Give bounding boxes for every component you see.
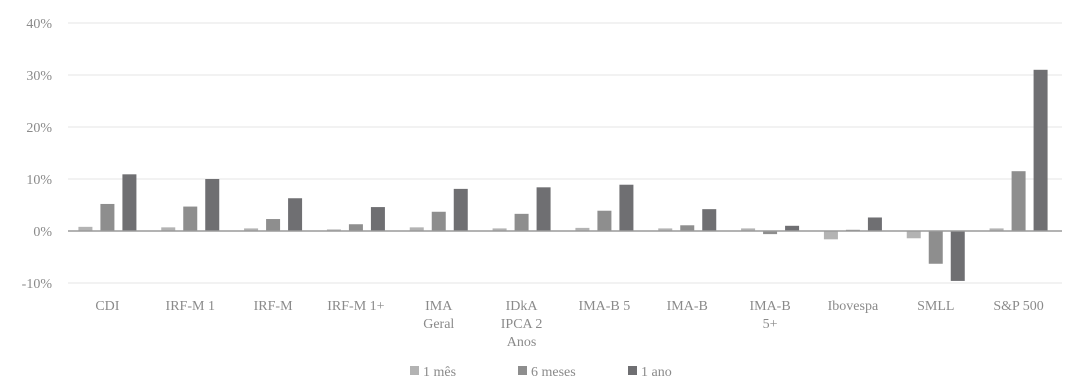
bar — [1011, 171, 1026, 231]
bar — [763, 231, 778, 235]
bar — [205, 179, 220, 231]
x-category-label-line: IRF-M 1+ — [327, 299, 384, 314]
x-category-label-line: SMLL — [917, 299, 954, 314]
bar — [326, 229, 341, 231]
x-category-label-line: IMA-B — [667, 299, 708, 314]
bar — [785, 225, 800, 231]
bar — [906, 231, 921, 239]
bar — [492, 228, 507, 231]
x-category-label: IMA-B 5 — [579, 299, 631, 314]
x-category-label: IDkA IPCA 2 Anos — [501, 299, 543, 350]
x-category-label-line: S&P 500 — [993, 299, 1043, 314]
x-category-label: IRF-M — [254, 299, 293, 314]
bar — [702, 209, 717, 231]
legend-swatch — [410, 366, 419, 375]
bar — [741, 228, 756, 231]
x-category-label: Ibovespa — [828, 299, 879, 314]
x-category-label-line: IRF-M 1 — [166, 299, 215, 314]
bar — [823, 231, 838, 240]
x-category-label: IRF-M 1 — [166, 299, 215, 314]
x-category-label: IRF-M 1+ — [327, 299, 384, 314]
x-category-label-line: Ibovespa — [828, 299, 879, 314]
y-tick-label: 20% — [26, 121, 52, 136]
x-category-label: IMA-B — [667, 299, 708, 314]
x-category-label: IMA Geral — [423, 299, 454, 332]
x-category-label: SMLL — [917, 299, 954, 314]
bar — [100, 203, 115, 231]
x-category-label-line: Anos — [507, 335, 537, 350]
x-category-label-line: IMA-B — [749, 299, 790, 314]
x-category-label-line: Geral — [423, 317, 454, 332]
bar — [619, 184, 634, 231]
bar — [680, 225, 695, 231]
bar — [161, 227, 176, 231]
x-axis-category-labels: CDI IRF-M 1 IRF-M IRF-M 1+ IMA Geral IDkA IPCA … — [95, 299, 1043, 350]
x-category-label-line: CDI — [95, 299, 119, 314]
bar — [514, 213, 529, 231]
gridlines — [68, 22, 1062, 284]
x-category-label-line: IDkA — [506, 299, 539, 314]
x-category-label-line: IRF-M — [254, 299, 293, 314]
bar — [597, 210, 612, 231]
bar — [78, 226, 93, 231]
x-category-label: S&P 500 — [993, 299, 1043, 314]
legend-swatch — [518, 366, 527, 375]
bar — [950, 231, 965, 281]
legend-label: 6 meses — [531, 365, 576, 379]
bar — [575, 227, 590, 231]
bar — [122, 174, 137, 231]
bar — [928, 231, 943, 264]
legend-label: 1 ano — [641, 365, 672, 379]
bar — [244, 228, 259, 231]
bar — [348, 224, 363, 231]
x-category-label-line: 5+ — [763, 317, 778, 332]
legend-label: 1 mês — [423, 365, 456, 379]
x-category-label-line: IPCA 2 — [501, 317, 543, 332]
bar — [658, 228, 673, 231]
bar — [536, 187, 551, 231]
x-category-label-line: IMA-B 5 — [579, 299, 631, 314]
bar — [1033, 69, 1048, 231]
y-tick-label: 10% — [26, 173, 52, 188]
x-category-label: IMA-B 5+ — [749, 299, 790, 332]
bar — [288, 198, 303, 231]
bar — [370, 207, 385, 231]
bar — [867, 217, 882, 231]
bar — [431, 211, 446, 231]
legend: 1 mês 6 meses 1 ano — [410, 365, 672, 379]
bar — [266, 219, 281, 231]
bar — [453, 188, 468, 231]
y-tick-label: -10% — [22, 277, 53, 292]
y-axis-tick-labels: 40% 30% 20% 10% 0% -10% — [22, 17, 53, 292]
x-category-label-line: IMA — [425, 299, 453, 314]
y-tick-label: 0% — [33, 225, 52, 240]
bar — [409, 227, 424, 231]
x-category-label: CDI — [95, 299, 119, 314]
y-tick-label: 40% — [26, 17, 52, 32]
bar — [989, 228, 1004, 231]
y-tick-label: 30% — [26, 69, 52, 84]
bar — [183, 206, 198, 231]
bars — [78, 69, 1048, 281]
legend-swatch — [628, 366, 637, 375]
